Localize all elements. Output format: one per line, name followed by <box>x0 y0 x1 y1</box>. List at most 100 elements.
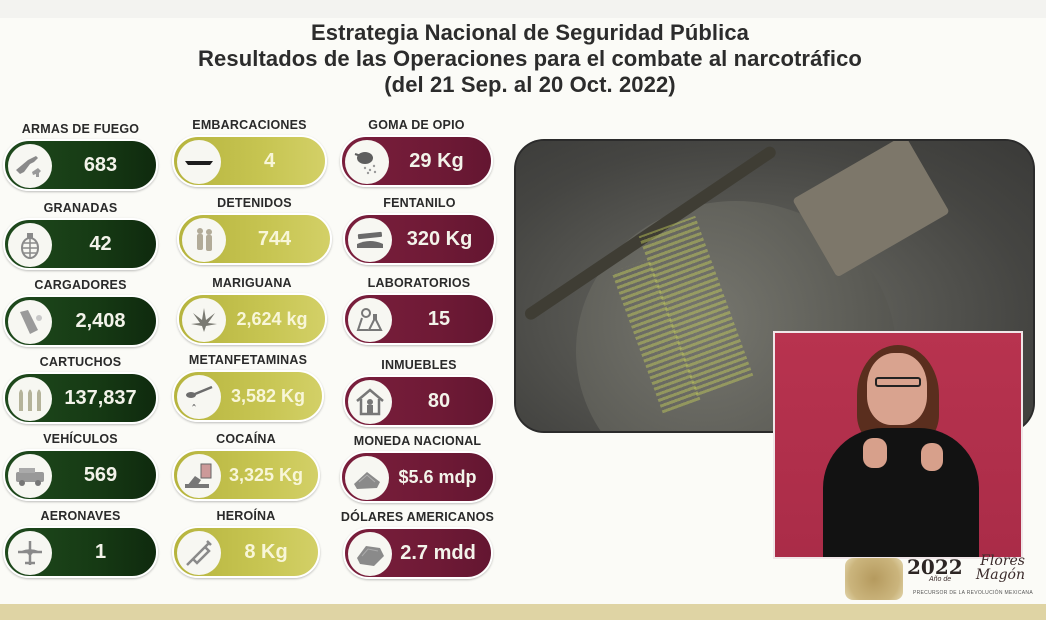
bullets-icon <box>8 377 52 421</box>
vehicle-icon <box>8 454 52 498</box>
footer-bar <box>0 604 1046 620</box>
logo-small-text: Año de <box>929 576 952 583</box>
stat-metanfetaminas: METANFETAMINAS 3,582 Kg <box>172 352 324 422</box>
stat-pill: 320 Kg <box>343 213 496 265</box>
stat-label: METANFETAMINAS <box>188 353 308 367</box>
stat-pill: 3,325 Kg <box>172 449 320 501</box>
grenade-icon <box>8 223 52 267</box>
banknotes-icon <box>345 456 389 500</box>
stat-pill: 3,582 Kg <box>172 370 324 422</box>
title-line-2: Resultados de las Operaciones para el co… <box>198 46 862 71</box>
logo-year: 2022 <box>907 555 963 579</box>
stat-value: 42 <box>89 232 112 255</box>
stat-label: CARTUCHOS <box>39 355 122 369</box>
stat-embarcaciones: EMBARCACIONES 4 <box>172 117 327 187</box>
syringe-icon <box>177 531 221 575</box>
portrait-icon <box>845 558 903 600</box>
stat-label: AERONAVES <box>40 509 121 523</box>
stat-pill: 2,624 kg <box>177 293 327 345</box>
stat-granadas: GRANADAS 42 <box>3 200 158 270</box>
rifle-pistol-icon <box>8 144 52 188</box>
stat-fentanilo: FENTANILO 320 Kg <box>343 195 496 265</box>
top-strip <box>0 0 1046 18</box>
interpreter-glasses <box>875 377 921 387</box>
stat-mariguana: MARIGUANA 2,624 kg <box>177 275 327 345</box>
stat-value: 15 <box>427 307 451 330</box>
stat-value: 3,582 Kg <box>230 385 306 406</box>
stat-label: DETENIDOS <box>217 196 292 210</box>
stat-value: 320 Kg <box>406 227 473 250</box>
stat-label: LABORATORIOS <box>367 276 471 290</box>
stat-label: ARMAS DE FUEGO <box>21 122 140 136</box>
stat-goma-de-opio: GOMA DE OPIO 29 Kg <box>340 117 493 187</box>
interpreter-hand <box>863 438 887 468</box>
stat-aeronaves: AERONAVES 1 <box>3 508 158 578</box>
stat-label: VEHÍCULOS <box>43 432 118 446</box>
stat-label: DÓLARES AMERICANOS <box>340 510 495 524</box>
lab-icon <box>348 298 392 342</box>
stat-label: EMBARCACIONES <box>192 118 307 132</box>
stat-value: 683 <box>83 153 118 176</box>
interpreter-head <box>867 353 927 425</box>
stat-value: 2,408 <box>75 309 126 332</box>
logo-tagline: PRECURSOR DE LA REVOLUCIÓN MEXICANA <box>913 590 1033 596</box>
stat-pill: 42 <box>3 218 158 270</box>
stat-value: $5.6 mdp <box>398 466 477 487</box>
stat-laboratorios: LABORATORIOS 15 <box>343 275 495 345</box>
stat-pill: 137,837 <box>3 372 158 424</box>
stat-heroina: HEROÍNA 8 Kg <box>172 508 320 578</box>
stat-label: COCAÍNA <box>216 432 276 446</box>
logo-name: Flores Magón <box>963 554 1025 582</box>
sign-language-interpreter-video <box>773 331 1023 559</box>
stat-dolares-americanos: DÓLARES AMERICANOS 2.7 mdd <box>325 509 510 579</box>
opium-icon <box>345 140 389 184</box>
stat-pill: 15 <box>343 293 495 345</box>
stat-label: MARIGUANA <box>212 276 292 290</box>
flores-magon-2022-logo: 2022 Flores Magón Año de PRECURSOR DE LA… <box>845 554 1033 602</box>
stat-pill: 29 Kg <box>340 135 493 187</box>
stat-label: MONEDA NACIONAL <box>353 434 482 448</box>
stat-pill: 2.7 mdd <box>343 527 493 579</box>
logo-name-line2: Magón <box>975 567 1025 583</box>
stat-pill: 4 <box>172 135 327 187</box>
stat-value: 569 <box>83 463 118 486</box>
stat-value: 80 <box>427 389 451 412</box>
title-line-3: (del 21 Sep. al 20 Oct. 2022) <box>384 72 676 97</box>
stat-value: 8 Kg <box>244 540 288 563</box>
stat-label: INMUEBLES <box>381 358 457 372</box>
airplane-icon <box>8 531 52 575</box>
cocaine-packages-icon <box>177 454 221 498</box>
stat-pill: 2,408 <box>3 295 158 347</box>
stat-cargadores: CARGADORES 2,408 <box>3 277 158 347</box>
dollar-bills-icon <box>348 532 392 576</box>
stat-pill: $5.6 mdp <box>340 451 495 503</box>
people-icon <box>182 218 226 262</box>
stat-inmuebles: INMUEBLES 80 <box>343 357 495 427</box>
spoon-flame-icon <box>177 375 221 419</box>
stat-label: FENTANILO <box>383 196 456 210</box>
stat-pill: 569 <box>3 449 158 501</box>
stat-value: 29 Kg <box>409 149 464 172</box>
stat-value: 1 <box>94 540 107 563</box>
interpreter-hand <box>921 443 943 471</box>
stat-value: 2.7 mdd <box>400 541 476 564</box>
stat-vehiculos: VEHÍCULOS 569 <box>3 431 158 501</box>
stat-label: GRANADAS <box>43 201 118 215</box>
stat-label: HEROÍNA <box>216 509 276 523</box>
stat-cocaina: COCAÍNA 3,325 Kg <box>172 431 320 501</box>
page-title: Estrategia Nacional de Seguridad Pública… <box>110 20 950 98</box>
title-line-1: Estrategia Nacional de Seguridad Pública <box>310 20 750 45</box>
interpreter-body <box>823 428 979 557</box>
stat-cartuchos: CARTUCHOS 137,837 <box>3 354 158 424</box>
logo-name-line1: Flores <box>980 553 1025 569</box>
stat-armas-de-fuego: ARMAS DE FUEGO 683 <box>3 121 158 191</box>
boat-icon <box>177 140 221 184</box>
stat-label: GOMA DE OPIO <box>368 118 465 132</box>
stat-value: 4 <box>263 149 276 172</box>
grenade-photo <box>516 141 1033 431</box>
stat-value: 137,837 <box>64 386 137 409</box>
stat-value: 744 <box>257 227 292 250</box>
stat-pill: 744 <box>177 213 332 265</box>
cannabis-leaf-icon <box>182 298 226 342</box>
stat-pill: 1 <box>3 526 158 578</box>
